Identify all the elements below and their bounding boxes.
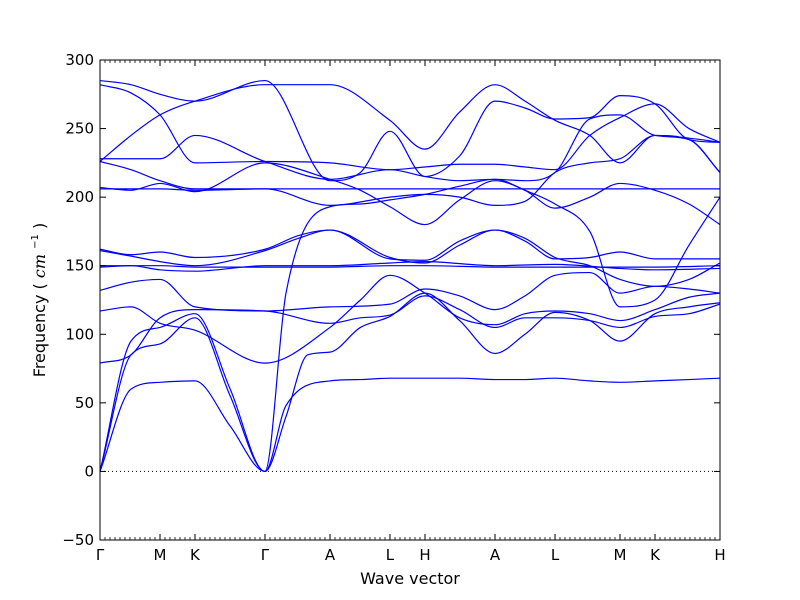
phonon-band-6 (100, 271, 720, 312)
kpoint-label: H (714, 546, 725, 564)
kpoint-label: M (154, 546, 167, 564)
bands-layer (100, 79, 720, 473)
kpoint-label: K (650, 546, 661, 564)
kpoint-label: L (551, 546, 560, 564)
kpoint-label: Γ (96, 546, 105, 564)
phonon-band-9 (100, 229, 720, 287)
y-axis-label-paren-close: ) (30, 223, 49, 229)
y-axis-label-unit-exponent: −1 (30, 234, 41, 249)
phonon-band-8 (100, 260, 720, 272)
plot-frame (99, 59, 721, 541)
kpoint-label: M (614, 546, 627, 564)
kpoint-label: A (325, 546, 336, 564)
phonon-band-7 (100, 265, 720, 268)
y-tick-label: 200 (65, 188, 94, 206)
kpoint-label: A (490, 546, 501, 564)
kpoint-label: K (190, 546, 201, 564)
kpoint-label: H (419, 546, 430, 564)
phonon-band-10 (100, 229, 720, 261)
phonon-band-14 (100, 114, 720, 182)
y-tick-label: 150 (65, 257, 94, 275)
y-tick-label: 0 (84, 462, 94, 480)
phonon-band-12 (100, 162, 720, 226)
y-axis-label: Frequency ( cm −1 ) (23, 223, 49, 377)
phonon-band-4 (100, 295, 720, 364)
phonon-band-15 (100, 84, 720, 171)
y-tick-label: 100 (65, 325, 94, 343)
phonon-band-2 (100, 292, 720, 473)
y-tick-label: −50 (62, 531, 94, 549)
y-tick-label: 250 (65, 120, 94, 138)
phonon-band-1 (100, 377, 720, 473)
phonon-band-3 (100, 178, 720, 473)
phonon-band-13 (100, 134, 720, 206)
y-axis-label-paren-open: ( (30, 283, 49, 289)
y-axis-label-group: Frequency ( cm −1 ) (23, 223, 49, 377)
phonon-band-11 (100, 188, 720, 191)
x-axis-label: Wave vector (360, 569, 460, 588)
y-axis: −50 0 50 100 150 200 250 300 (62, 51, 720, 549)
y-axis-label-text: Frequency (30, 295, 49, 378)
y-tick-label: 300 (65, 51, 94, 69)
kpoint-label: Γ (261, 546, 270, 564)
kpoint-label: L (386, 546, 395, 564)
y-axis-label-unit: cm (30, 254, 49, 278)
phonon-band-5 (100, 274, 720, 364)
phonon-band-17 (100, 84, 720, 164)
y-tick-label: 50 (75, 394, 94, 412)
